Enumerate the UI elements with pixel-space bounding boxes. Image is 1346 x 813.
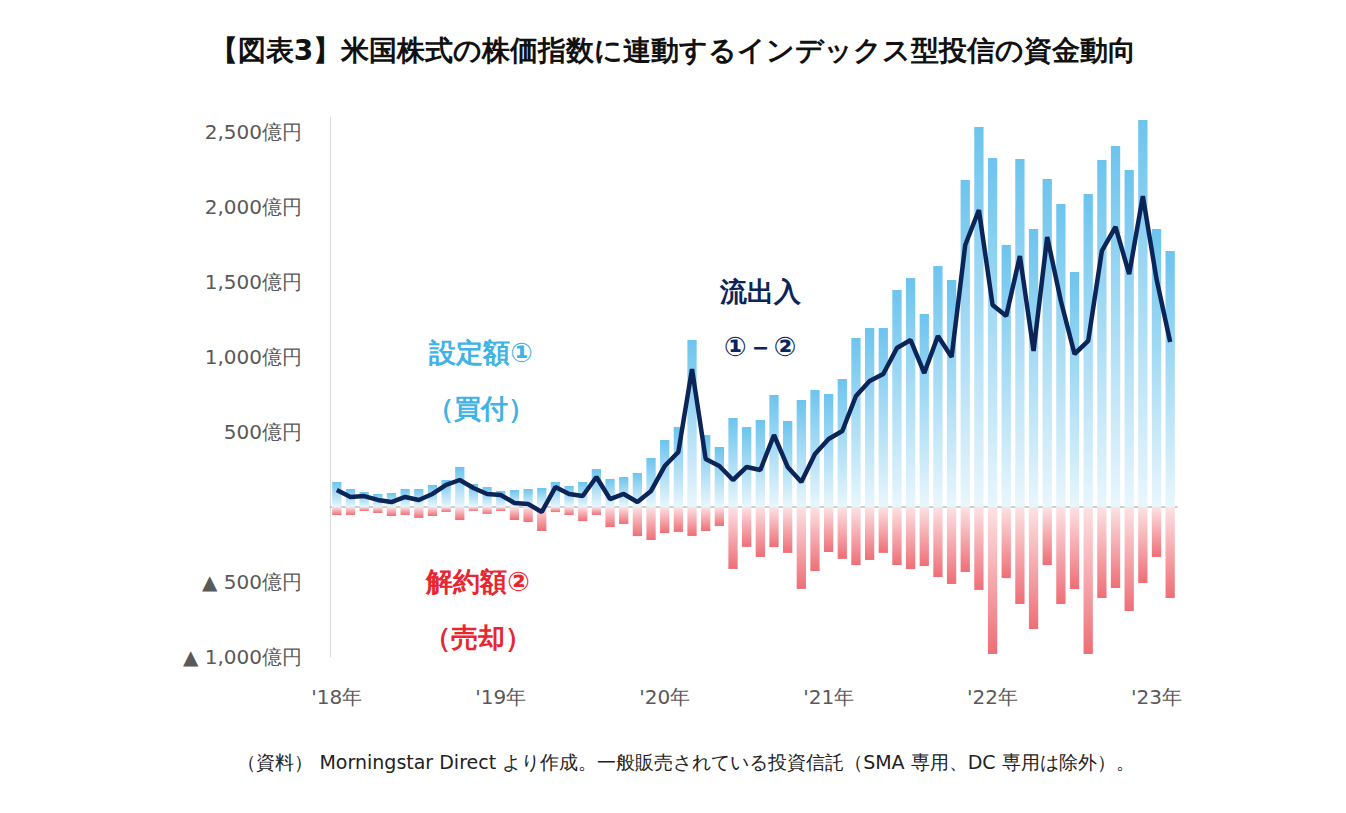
svg-text:【図表3】米国株式の株価指数に連動するインデックス型投信の資: 【図表3】米国株式の株価指数に連動するインデックス型投信の資金動向 [210, 34, 1136, 67]
svg-text:'20年: '20年 [639, 685, 690, 709]
svg-text:'18年: '18年 [311, 685, 362, 709]
svg-text:'21年: '21年 [803, 685, 854, 709]
svg-text:設定額①: 設定額① [428, 337, 533, 368]
svg-text:解約額②: 解約額② [425, 566, 530, 597]
svg-text:▲ 1,000億円: ▲ 1,000億円 [183, 645, 302, 669]
svg-text:（売却）: （売却） [424, 622, 532, 653]
svg-text:1,000億円: 1,000億円 [205, 345, 302, 369]
svg-text:'23年: '23年 [1131, 685, 1182, 709]
svg-text:流出入: 流出入 [719, 276, 802, 307]
svg-text:（資料） Morningstar Direct より作成。一: （資料） Morningstar Direct より作成。一般販売されている投資… [237, 751, 1134, 773]
svg-text:（買付）: （買付） [427, 393, 535, 424]
svg-text:2,000億円: 2,000億円 [205, 195, 302, 219]
svg-text:▲ 500億円: ▲ 500億円 [202, 570, 302, 594]
svg-text:①－②: ①－② [724, 331, 797, 362]
svg-text:'22年: '22年 [967, 685, 1018, 709]
svg-text:'19年: '19年 [475, 685, 526, 709]
svg-text:2,500億円: 2,500億円 [205, 120, 302, 144]
svg-text:1,500億円: 1,500億円 [205, 270, 302, 294]
svg-text:500億円: 500億円 [224, 420, 302, 444]
